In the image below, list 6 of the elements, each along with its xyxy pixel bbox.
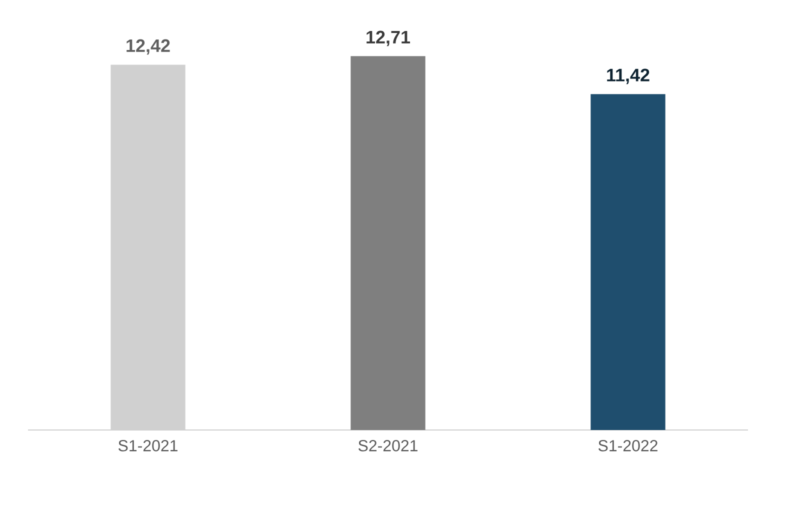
data-label: 12,71 [366, 30, 410, 46]
x-tick-label: S1-2021 [118, 440, 178, 452]
data-label: 12,42 [126, 39, 170, 55]
x-tick-label: S2-2021 [358, 440, 418, 452]
data-label: 11,42 [607, 68, 650, 84]
x-tick-label: S1-2022 [598, 440, 658, 452]
